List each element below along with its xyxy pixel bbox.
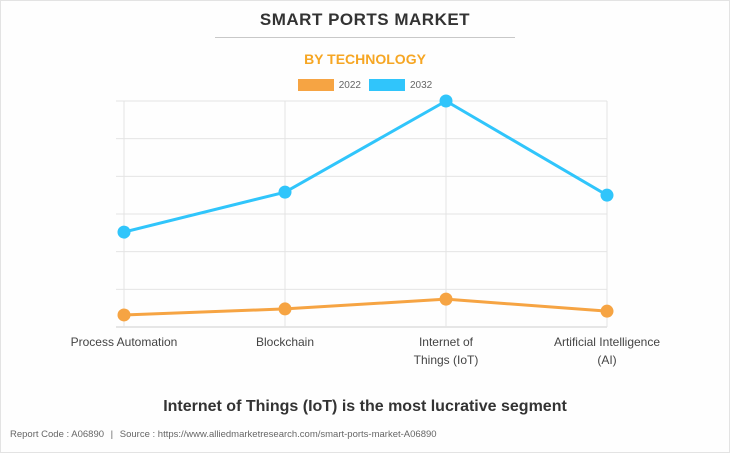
legend-label-2022: 2022 bbox=[338, 79, 361, 91]
legend-swatch-2032 bbox=[369, 79, 405, 91]
x-tick-label: Artificial Intelligence (AI) bbox=[542, 333, 672, 369]
x-tick-label-line: Artificial Intelligence bbox=[553, 335, 661, 349]
data-point-2032 bbox=[278, 185, 292, 199]
x-tick-label-line: Blockchain bbox=[255, 335, 315, 349]
report-code: Report Code : A06890 bbox=[10, 429, 105, 440]
data-point-2032 bbox=[117, 225, 131, 239]
x-tick-label-line: Process Automation bbox=[70, 335, 178, 349]
chart-subtitle: BY TECHNOLOGY bbox=[304, 51, 426, 67]
series-line-2022 bbox=[123, 297, 608, 317]
data-point-2022 bbox=[439, 292, 453, 306]
x-tick-label-line: Internet of bbox=[418, 335, 474, 349]
x-tick-label: Internet of Things (IoT) bbox=[381, 333, 511, 369]
source-link[interactable]: Source : https://www.alliedmarketresearc… bbox=[119, 429, 437, 440]
insight-caption: Internet of Things (IoT) is the most luc… bbox=[163, 398, 567, 415]
x-tick-label: Blockchain bbox=[220, 333, 350, 351]
data-point-2022 bbox=[600, 304, 614, 318]
x-tick-label-line: Things (IoT) bbox=[413, 353, 479, 367]
series-line-2032 bbox=[123, 99, 608, 234]
legend-item-2032[interactable]: 2032 bbox=[369, 79, 432, 91]
data-point-2022 bbox=[278, 302, 292, 316]
legend-label-2032: 2032 bbox=[410, 79, 433, 91]
data-point-2032 bbox=[439, 94, 453, 108]
legend: 2022 2032 bbox=[0, 79, 730, 91]
footer-separator: | bbox=[110, 429, 114, 440]
data-point-2032 bbox=[600, 188, 614, 202]
data-point-2022 bbox=[117, 308, 131, 322]
x-tick-label-line: (AI) bbox=[597, 353, 617, 367]
legend-item-2022[interactable]: 2022 bbox=[297, 79, 361, 91]
x-tick-label: Process Automation bbox=[59, 333, 189, 351]
title-divider bbox=[215, 37, 515, 38]
legend-swatch-2022 bbox=[297, 79, 334, 91]
chart-title: SMART PORTS MARKET bbox=[259, 10, 471, 29]
footer: Report Code : A06890 | Source : https://… bbox=[10, 429, 437, 440]
